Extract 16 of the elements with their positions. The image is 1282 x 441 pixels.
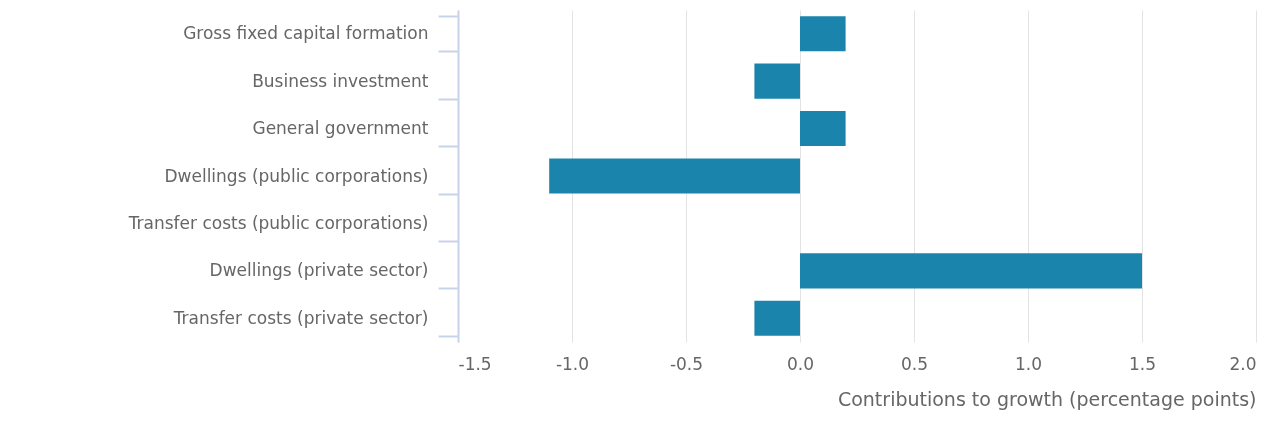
y-tick-label: Gross fixed capital formation bbox=[183, 23, 429, 44]
x-tick-label: 1.0 bbox=[1014, 353, 1043, 374]
x-tick-label: 2.0 bbox=[1229, 353, 1257, 374]
y-tick-label: Business investment bbox=[252, 70, 429, 91]
y-tick-label: Transfer costs (private sector) bbox=[172, 307, 429, 328]
x-tick-label: 1.5 bbox=[1128, 353, 1157, 374]
y-tick-label: Transfer costs (public corporations) bbox=[127, 212, 429, 233]
y-tick-label: Dwellings (private sector) bbox=[209, 260, 429, 281]
x-tick-label: -0.5 bbox=[669, 353, 704, 374]
y-tick-label: Dwellings (public corporations) bbox=[164, 165, 429, 186]
x-tick-label: 0.5 bbox=[900, 353, 929, 374]
y-tick-label: General government bbox=[252, 118, 429, 139]
x-axis-title: Contributions to growth (percentage points) bbox=[837, 387, 1257, 410]
x-tick-label: 0.0 bbox=[786, 353, 815, 374]
x-tick-label: -1.5 bbox=[458, 353, 492, 374]
x-tick-label: -1.0 bbox=[555, 353, 590, 374]
